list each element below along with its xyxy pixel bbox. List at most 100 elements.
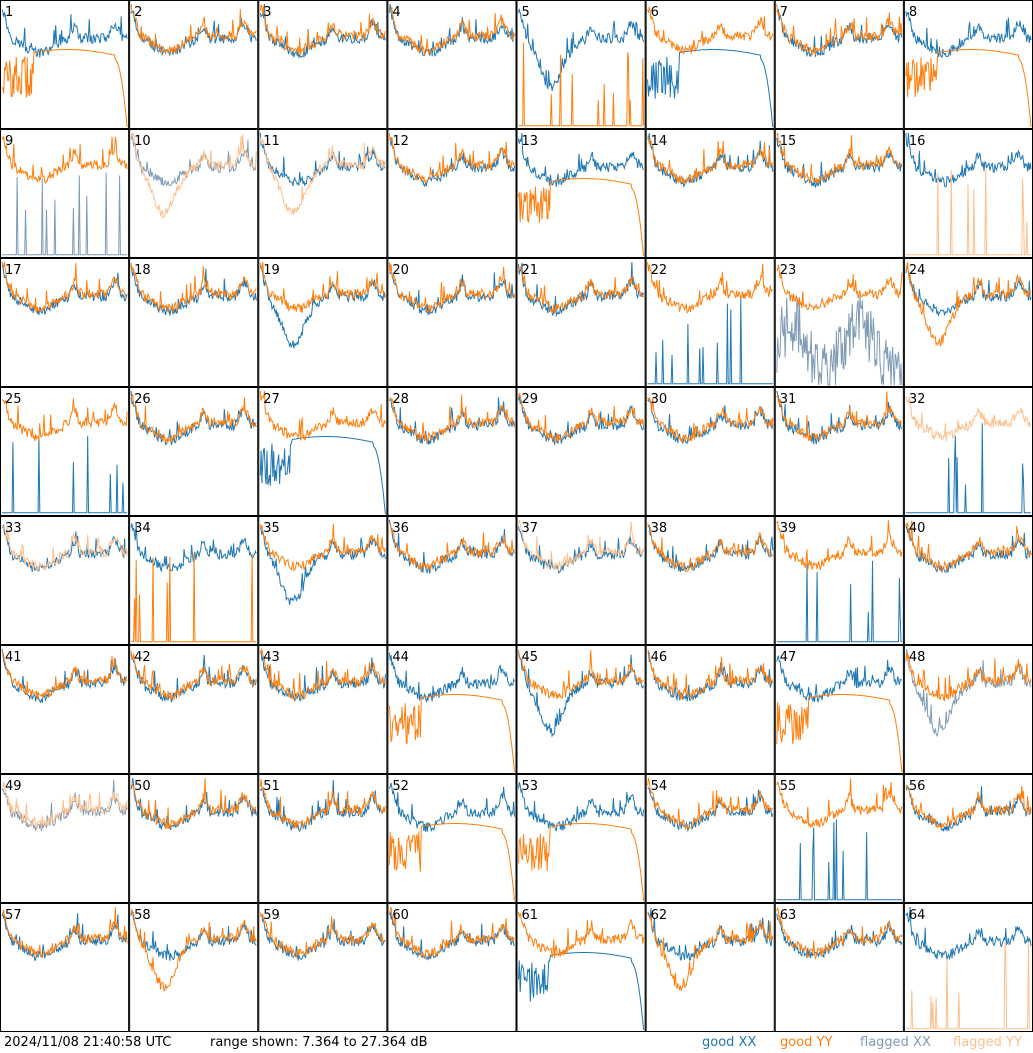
- panel-17: 17: [0, 258, 130, 387]
- panel-label: 51: [263, 779, 280, 794]
- panel-label: 29: [522, 392, 539, 407]
- panel-32-xx-line: [905, 423, 1031, 514]
- panel-19: 19: [258, 258, 388, 387]
- panel-label: 22: [651, 263, 668, 278]
- panel-frame: [645, 516, 775, 645]
- legend-flagged-yy: flagged YY: [953, 1035, 1022, 1050]
- panel-48-xx-line: [905, 648, 1032, 738]
- timestamp: 2024/11/08 21:40:58 UTC: [4, 1035, 172, 1050]
- legend-flagged-xx: flagged XX: [860, 1035, 931, 1050]
- panel-18-yy-line: [130, 263, 257, 314]
- panel-35-yy-line: [259, 523, 386, 572]
- panel-label: 50: [134, 779, 151, 794]
- panel-label: 6: [651, 5, 659, 20]
- panel-label: 48: [909, 650, 926, 665]
- panel-frame: [903, 387, 1033, 516]
- panel-label: 36: [392, 521, 409, 536]
- panel-25: 25: [0, 387, 130, 516]
- panel-51-yy-line: [259, 779, 386, 830]
- panel-18: 18: [129, 258, 259, 387]
- panel-frame: [387, 0, 517, 129]
- panel-21: 21: [516, 258, 646, 387]
- range-text: range shown: 7.364 to 27.364 dB: [210, 1035, 428, 1050]
- panel-6-yy-line: [647, 6, 774, 55]
- panel-label: 56: [909, 779, 926, 794]
- panel-frame: [645, 645, 775, 774]
- panel-label: 61: [522, 908, 539, 923]
- panel-36-yy-line: [389, 522, 515, 571]
- panel-20-yy-line: [388, 262, 515, 313]
- panel-64-xx-line: [905, 906, 1032, 961]
- panel-1: 1: [0, 0, 130, 129]
- panel-frame: [0, 129, 130, 258]
- panel-47-xx-line: [776, 655, 903, 703]
- panel-label: 59: [263, 908, 280, 923]
- panel-3: 3: [258, 0, 388, 129]
- panel-frame: [258, 387, 388, 516]
- panel-label: 60: [392, 908, 409, 923]
- panel-47: 47: [774, 645, 904, 774]
- panel-15: 15: [774, 129, 904, 258]
- panel-label: 37: [522, 521, 539, 536]
- panel-label: 12: [392, 134, 409, 149]
- panel-27: 27: [258, 387, 388, 516]
- panel-label: 27: [263, 392, 280, 407]
- panel-6-xx-line: [647, 49, 774, 128]
- panel-21-yy-line: [518, 265, 645, 315]
- panel-label: 49: [5, 779, 22, 794]
- panel-frame: [387, 645, 517, 774]
- panel-label: 14: [651, 134, 668, 149]
- panel-8-yy-line: [905, 49, 1032, 128]
- panel-60-xx-line: [388, 911, 515, 961]
- panel-frame: [129, 0, 259, 129]
- panel-38: 38: [645, 516, 775, 645]
- panel-label: 17: [5, 263, 22, 278]
- panel-44-xx-line: [388, 652, 515, 704]
- panel-frame: [258, 129, 388, 258]
- panel-17-xx-line: [1, 265, 128, 316]
- panel-32-yy-line: [905, 395, 1032, 442]
- panel-49-yy-line: [2, 780, 128, 829]
- panel-label: 28: [392, 392, 409, 407]
- panel-13-yy-line: [518, 178, 645, 257]
- panel-35: 35: [258, 516, 388, 645]
- panel-label: 38: [651, 521, 668, 536]
- panel-41-yy-line: [1, 650, 128, 700]
- panel-1-xx-line: [1, 9, 128, 58]
- panel-36-xx-line: [388, 519, 515, 574]
- panel-2-yy-line: [130, 3, 257, 55]
- panel-45: 45: [516, 645, 646, 774]
- panel-9-yy-line: [1, 136, 128, 184]
- panel-frame: [0, 0, 130, 129]
- panel-36: 36: [387, 516, 517, 645]
- panel-49: 49: [0, 774, 130, 903]
- panel-40-yy-line: [905, 520, 1032, 573]
- panel-label: 40: [909, 521, 926, 536]
- panel-61-yy-line: [518, 911, 645, 959]
- panel-16-xx-line: [905, 132, 1032, 188]
- panel-19-xx-line: [259, 265, 386, 349]
- panel-25-xx-line: [2, 435, 128, 514]
- panel-54: 54: [645, 774, 775, 903]
- panel-4-xx-line: [388, 3, 515, 57]
- panel-frame: [774, 645, 904, 774]
- panel-frame: [516, 258, 646, 387]
- panel-label: 35: [263, 521, 280, 536]
- panel-8: 8: [903, 0, 1033, 129]
- panel-13: 13: [516, 129, 646, 258]
- panel-7-yy-line: [776, 3, 903, 58]
- panel-57: 57: [0, 903, 130, 1032]
- panel-11: 11: [258, 129, 388, 258]
- panel-59: 59: [258, 903, 388, 1032]
- panel-39: 39: [774, 516, 904, 645]
- panel-47-yy-line: [776, 694, 903, 773]
- panel-5-yy-line: [518, 42, 645, 127]
- panel-label: 58: [134, 908, 151, 923]
- panel-31-yy-line: [776, 391, 903, 442]
- panel-27-xx-line: [259, 436, 386, 515]
- panel-label: 26: [134, 392, 151, 407]
- panel-frame: [903, 774, 1033, 903]
- panel-34-yy-line: [131, 552, 257, 643]
- panel-53-yy-line: [518, 823, 645, 902]
- panel-4-yy-line: [389, 7, 515, 56]
